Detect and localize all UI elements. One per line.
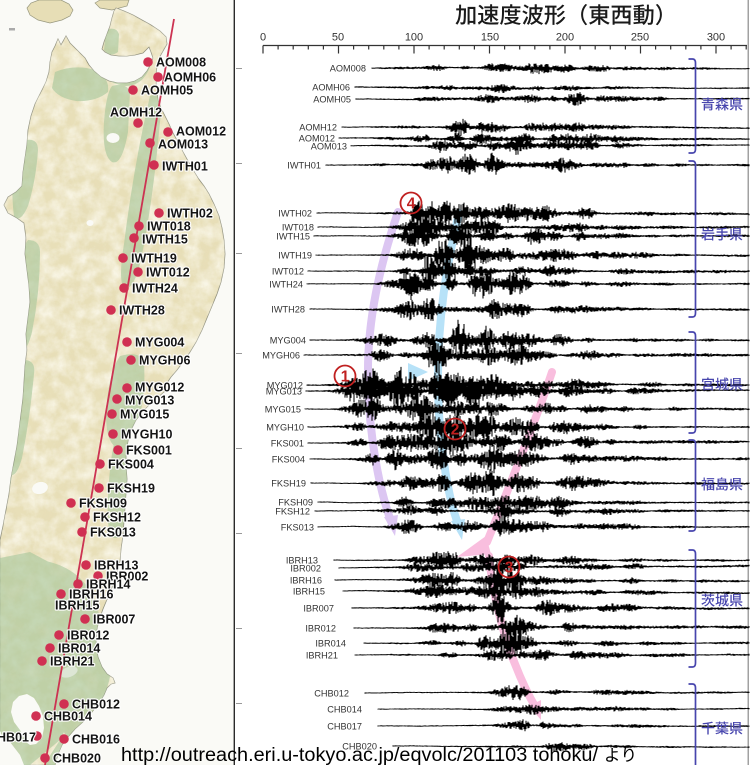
- svg-text:1: 1: [341, 369, 350, 386]
- svg-text:AOM012: AOM012: [299, 133, 335, 143]
- svg-text:CHB012: CHB012: [314, 688, 349, 698]
- svg-text:AOM008: AOM008: [330, 63, 366, 73]
- svg-text:FKSH09: FKSH09: [278, 497, 313, 507]
- svg-text:IWTH15: IWTH15: [276, 231, 310, 241]
- svg-text:0: 0: [260, 32, 266, 44]
- svg-text:IBRH15: IBRH15: [293, 586, 325, 596]
- svg-text:MYG012: MYG012: [267, 380, 303, 390]
- svg-text:MYGH10: MYGH10: [121, 428, 172, 442]
- svg-text:IBRH15: IBRH15: [55, 599, 100, 613]
- svg-text:IWTH28: IWTH28: [119, 304, 165, 318]
- svg-text:AOM008: AOM008: [156, 56, 206, 70]
- svg-text:IBR002: IBR002: [106, 570, 148, 584]
- svg-text:3: 3: [505, 560, 514, 577]
- svg-text:IWT018: IWT018: [282, 222, 314, 232]
- svg-text:IBR002: IBR002: [290, 563, 321, 573]
- svg-text:AOM013: AOM013: [311, 141, 347, 151]
- svg-text:FKS001: FKS001: [126, 444, 172, 458]
- svg-text:AOMH05: AOMH05: [141, 84, 193, 98]
- svg-text:CHB012: CHB012: [72, 698, 120, 712]
- svg-text:AOM012: AOM012: [176, 125, 226, 139]
- svg-text:AOMH12: AOMH12: [110, 106, 162, 120]
- svg-text:CHB017: CHB017: [327, 721, 362, 731]
- svg-text:http://outreach.eri.u-tokyo.ac: http://outreach.eri.u-tokyo.ac.jp/eqvolc…: [121, 745, 599, 765]
- svg-text:IBR007: IBR007: [303, 603, 334, 613]
- svg-text:IWTH02: IWTH02: [167, 207, 213, 221]
- svg-text:CHB014: CHB014: [327, 704, 362, 714]
- svg-text:MYGH10: MYGH10: [266, 422, 304, 432]
- svg-text:AOMH06: AOMH06: [164, 71, 216, 85]
- svg-text:FKSH19: FKSH19: [107, 482, 155, 496]
- svg-text:CHB016: CHB016: [72, 733, 120, 747]
- svg-text:MYG013: MYG013: [125, 394, 174, 408]
- svg-text:IBRH13: IBRH13: [286, 555, 318, 565]
- svg-text:IBRH21: IBRH21: [306, 650, 338, 660]
- svg-text:IWTH24: IWTH24: [269, 279, 303, 289]
- svg-text:AOMH06: AOMH06: [312, 82, 350, 92]
- svg-text:IWT018: IWT018: [147, 220, 191, 234]
- svg-text:IBRH16: IBRH16: [69, 588, 114, 602]
- svg-text:IBRH13: IBRH13: [94, 559, 139, 573]
- svg-text:IWTH01: IWTH01: [162, 160, 208, 174]
- svg-text:FKSH12: FKSH12: [93, 511, 141, 525]
- svg-text:IBR012: IBR012: [305, 623, 336, 633]
- svg-text:FKS004: FKS004: [108, 458, 154, 472]
- svg-text:FKS001: FKS001: [271, 438, 304, 448]
- svg-text:MYG004: MYG004: [270, 335, 306, 345]
- svg-text:CHB020: CHB020: [342, 741, 377, 751]
- svg-text:2: 2: [451, 422, 460, 439]
- svg-text:300: 300: [707, 32, 725, 44]
- svg-text:AOMH12: AOMH12: [299, 122, 337, 132]
- svg-text:4: 4: [407, 196, 416, 213]
- svg-text:FKSH19: FKSH19: [271, 478, 306, 488]
- svg-text:FKSH09: FKSH09: [79, 497, 127, 511]
- svg-text:IBRH14: IBRH14: [86, 578, 131, 592]
- svg-text:150: 150: [481, 32, 499, 44]
- svg-text:IBRH16: IBRH16: [290, 575, 322, 585]
- svg-text:MYG013: MYG013: [266, 386, 302, 396]
- svg-text:IWTH19: IWTH19: [131, 252, 177, 266]
- svg-text:50: 50: [332, 32, 344, 44]
- svg-text:IWTH02: IWTH02: [278, 208, 312, 218]
- svg-text:CHB017: CHB017: [0, 731, 36, 745]
- svg-text:IBR012: IBR012: [67, 629, 109, 643]
- svg-text:IBRH21: IBRH21: [50, 655, 95, 669]
- svg-text:IWT012: IWT012: [272, 266, 304, 276]
- svg-text:MYG004: MYG004: [135, 336, 184, 350]
- svg-text:IWT012: IWT012: [146, 266, 190, 280]
- svg-text:MYG012: MYG012: [135, 381, 184, 395]
- svg-text:AOMH05: AOMH05: [313, 94, 351, 104]
- svg-text:FKS013: FKS013: [90, 526, 136, 540]
- svg-text:IBR007: IBR007: [93, 613, 135, 627]
- svg-text:IBR014: IBR014: [315, 638, 346, 648]
- svg-text:IWTH28: IWTH28: [271, 304, 305, 314]
- svg-text:CHB014: CHB014: [44, 710, 92, 724]
- svg-text:IWTH01: IWTH01: [287, 160, 321, 170]
- svg-text:FKSH12: FKSH12: [275, 506, 310, 516]
- svg-text:MYGH06: MYGH06: [262, 350, 300, 360]
- svg-text:IWTH24: IWTH24: [132, 282, 178, 296]
- svg-text:MYG015: MYG015: [265, 404, 301, 414]
- svg-text:IWTH19: IWTH19: [278, 250, 312, 260]
- svg-text:IBR014: IBR014: [58, 642, 100, 656]
- svg-text:AOM013: AOM013: [158, 138, 208, 152]
- svg-text:FKS004: FKS004: [272, 454, 305, 464]
- svg-text:MYG015: MYG015: [120, 408, 169, 422]
- svg-text:100: 100: [405, 32, 423, 44]
- svg-text:CHB020: CHB020: [53, 752, 101, 765]
- svg-text:250: 250: [631, 32, 649, 44]
- svg-text:IWTH15: IWTH15: [142, 233, 188, 247]
- svg-text:200: 200: [556, 32, 574, 44]
- svg-text:FKS013: FKS013: [281, 522, 314, 532]
- svg-text:MYGH06: MYGH06: [139, 354, 190, 368]
